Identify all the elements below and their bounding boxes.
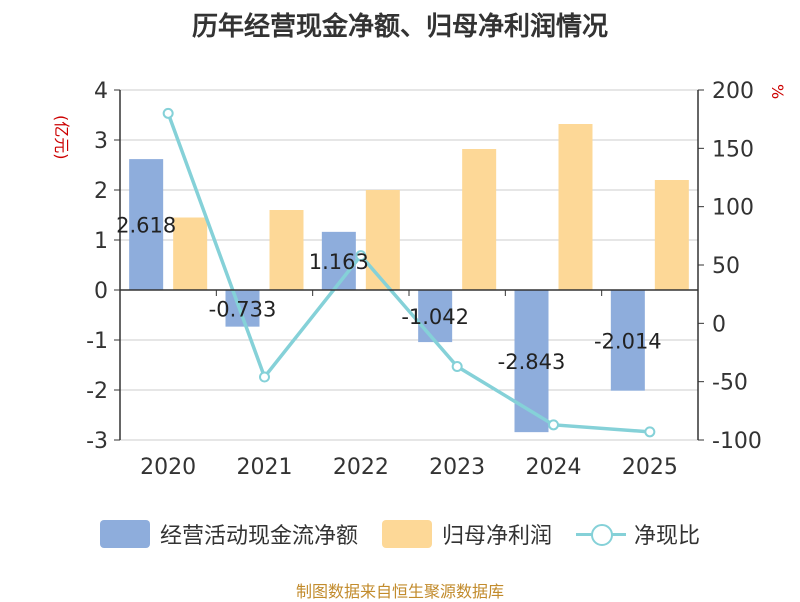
cash-flow-bar xyxy=(129,159,164,290)
data-source-note: 制图数据来自恒生聚源数据库 xyxy=(295,582,504,601)
cash-ratio-point xyxy=(259,371,270,383)
right-axis-unit-label: % xyxy=(768,84,787,99)
net-profit-bar xyxy=(462,149,497,290)
legend-swatch-cash-flow xyxy=(99,520,150,548)
net-profit-bar xyxy=(654,180,689,290)
cash-flow-data-label: -2.014 xyxy=(594,329,662,353)
right-tick-label: -100 xyxy=(712,429,762,454)
legend-swatch-net-profit xyxy=(381,520,432,548)
category-label: 2022 xyxy=(333,455,389,480)
legend-label-cash-flow: 经营活动现金流净额 xyxy=(159,524,358,549)
legend-item-operating-cash-flow[interactable]: 经营活动现金流净额 xyxy=(99,518,358,550)
net-profit-bar xyxy=(173,217,208,290)
cash-flow-bar xyxy=(321,231,356,290)
left-tick-label: -1 xyxy=(86,329,108,354)
right-tick-label: 200 xyxy=(712,79,754,104)
chart-canvas: 4 3 2 1 0 -1 -2 -3 200 150 100 50 0 -50 -100 2020 2021 20… xyxy=(52,79,787,480)
left-tick-label: 1 xyxy=(94,229,108,254)
grid-lines xyxy=(120,89,698,441)
right-tick-label: 150 xyxy=(712,137,754,162)
ratio-line-series xyxy=(162,107,656,438)
category-label: 2023 xyxy=(429,455,485,480)
legend-item-net-profit[interactable]: 归母净利润 xyxy=(381,518,552,550)
left-tick-label: -2 xyxy=(86,379,108,404)
right-tick-label: 100 xyxy=(712,196,754,221)
right-tick-label: 0 xyxy=(712,312,726,337)
category-label: 2021 xyxy=(237,455,293,480)
left-axis-unit-label: (亿元) xyxy=(52,115,71,160)
left-tick-label: 2 xyxy=(94,179,108,204)
axes: 4 3 2 1 0 -1 -2 -3 200 150 100 50 0 -50 -100 2020 2021 20… xyxy=(86,79,762,480)
category-label: 2025 xyxy=(622,455,678,480)
chart-title: 历年经营现金净额、归母净利润情况 xyxy=(191,12,608,42)
legend-label-net-profit: 归母净利润 xyxy=(441,524,552,549)
cash-ratio-point xyxy=(548,419,559,431)
left-tick-label: 3 xyxy=(94,129,108,154)
cash-ratio-line xyxy=(166,112,650,434)
cash-ratio-point xyxy=(355,250,367,262)
left-tick-label: 4 xyxy=(94,79,108,104)
cash-ratio-point xyxy=(644,426,656,438)
cash-flow-bar xyxy=(610,290,645,391)
cash-flow-bar xyxy=(514,290,549,433)
left-tick-label: 0 xyxy=(94,279,108,304)
cash-flow-data-label: -2.843 xyxy=(498,350,566,374)
cash-flow-bar xyxy=(418,290,453,343)
cash-ratio-point xyxy=(162,107,174,119)
legend-swatch-cash-ratio xyxy=(576,520,626,548)
chart-legend: 经营活动现金流净额 归母净利润 净现比 xyxy=(0,516,800,552)
legend-item-cash-ratio[interactable]: 净现比 xyxy=(576,518,700,550)
cash-flow-data-label: -0.733 xyxy=(209,297,277,321)
net-profit-bar xyxy=(365,190,400,290)
data-labels: 2.618 -0.733 1.163 -1.042 -2.843 -2.014 xyxy=(116,214,662,375)
cash-flow-data-label: -1.042 xyxy=(401,305,469,329)
left-tick-label: -3 xyxy=(86,429,108,454)
right-tick-label: 50 xyxy=(712,254,740,279)
bar-series xyxy=(129,124,689,433)
cash-flow-data-label: 2.618 xyxy=(116,214,176,238)
net-profit-bar xyxy=(269,210,304,290)
category-label: 2024 xyxy=(526,455,582,480)
legend-label-cash-ratio: 净现比 xyxy=(634,524,701,549)
category-label: 2020 xyxy=(140,455,196,480)
cash-ratio-point xyxy=(451,361,463,372)
cash-flow-data-label: 1.163 xyxy=(309,250,369,274)
net-profit-bar xyxy=(558,124,593,290)
right-tick-label: -50 xyxy=(712,371,748,396)
